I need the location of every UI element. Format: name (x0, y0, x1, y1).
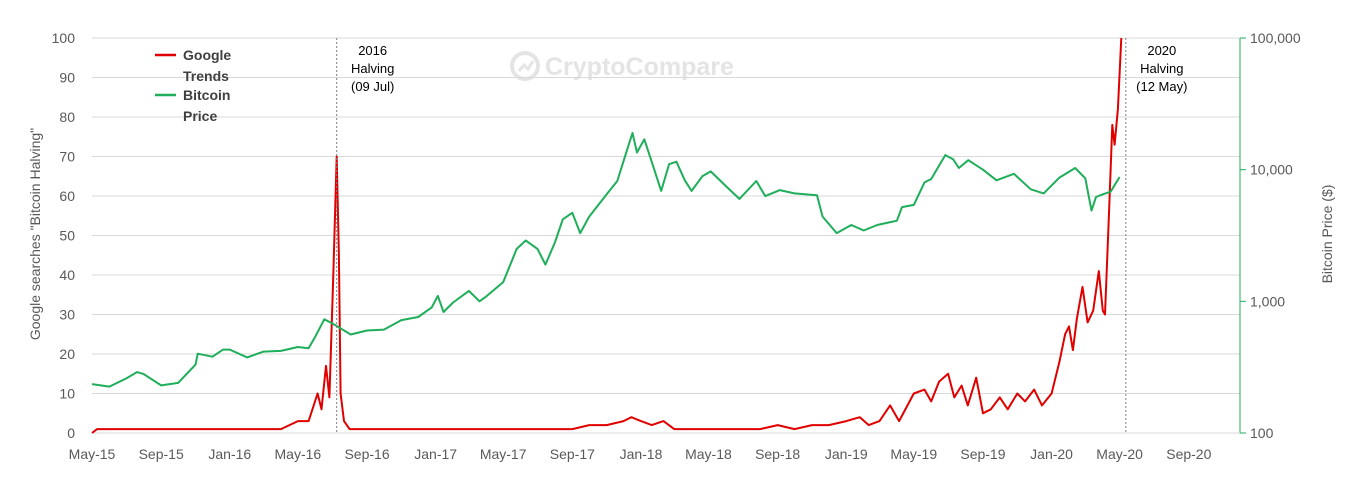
x-tick-label: Sep-19 (960, 446, 1005, 462)
legend-label-google-trends: Google (183, 47, 231, 63)
legend: Google Trends Bitcoin Price (155, 47, 231, 124)
y-left-tick-label: 70 (59, 149, 75, 165)
halving-annotation-text: (09 Jul) (351, 79, 394, 94)
y-left-tick-label: 60 (59, 188, 75, 204)
x-tick-label: May-15 (69, 446, 116, 462)
y-right-tick-label: 1,000 (1250, 293, 1285, 309)
x-tick-label: May-16 (275, 446, 322, 462)
cryptocompare-logo-icon (510, 51, 540, 81)
x-tick-label: Sep-15 (139, 446, 184, 462)
x-tick-label: Jan-17 (414, 446, 457, 462)
halving-annotation-text: 2020 (1147, 43, 1176, 58)
y-left-tick-label: 30 (59, 307, 75, 323)
x-tick-label: Sep-18 (755, 446, 800, 462)
x-tick-label: May-18 (685, 446, 732, 462)
watermark: CryptoCompare (510, 51, 734, 81)
x-tick-label: May-19 (890, 446, 937, 462)
legend-label-bitcoin-price-line2: Price (183, 108, 217, 124)
y-left-tick-label: 100 (52, 30, 76, 46)
y-right-tick-label: 100 (1250, 425, 1274, 441)
bitcoin-price-line (91, 132, 1121, 388)
legend-label-bitcoin-price: Bitcoin (183, 87, 230, 103)
x-tick-label: May-20 (1096, 446, 1143, 462)
y-left-tick-label: 10 (59, 386, 75, 402)
y-left-tick-label: 40 (59, 267, 75, 283)
x-tick-label: Jan-18 (620, 446, 663, 462)
halving-annotation-text: 2016 (358, 43, 387, 58)
y-left-axis-title: Google searches "Bitcoin Halving" (27, 128, 43, 340)
y-left-tick-label: 80 (59, 109, 75, 125)
halving-annotation-text: Halving (351, 61, 394, 76)
x-tick-label: Sep-16 (344, 446, 389, 462)
y-left-tick-label: 0 (67, 425, 75, 441)
x-tick-label: Jan-20 (1030, 446, 1073, 462)
google-trends-line (91, 37, 1123, 434)
legend-label-google-trends-line2: Trends (183, 68, 229, 84)
x-tick-label: May-17 (480, 446, 527, 462)
halving-annotation-text: (12 May) (1136, 79, 1187, 94)
x-tick-label: Jan-16 (208, 446, 251, 462)
x-tick-label: Jan-19 (825, 446, 868, 462)
halving-annotation-text: Halving (1140, 61, 1183, 76)
y-right-tick-label: 100,000 (1250, 30, 1301, 46)
x-tick-label: Sep-20 (1166, 446, 1211, 462)
y-left-tick-label: 90 (59, 70, 75, 86)
x-tick-label: Sep-17 (550, 446, 595, 462)
y-right-tick-label: 10,000 (1250, 162, 1293, 178)
watermark-text: CryptoCompare (545, 53, 734, 81)
y-left-tick-label: 20 (59, 346, 75, 362)
y-left-tick-label: 50 (59, 228, 75, 244)
y-right-axis-title: Bitcoin Price ($) (1319, 185, 1335, 284)
